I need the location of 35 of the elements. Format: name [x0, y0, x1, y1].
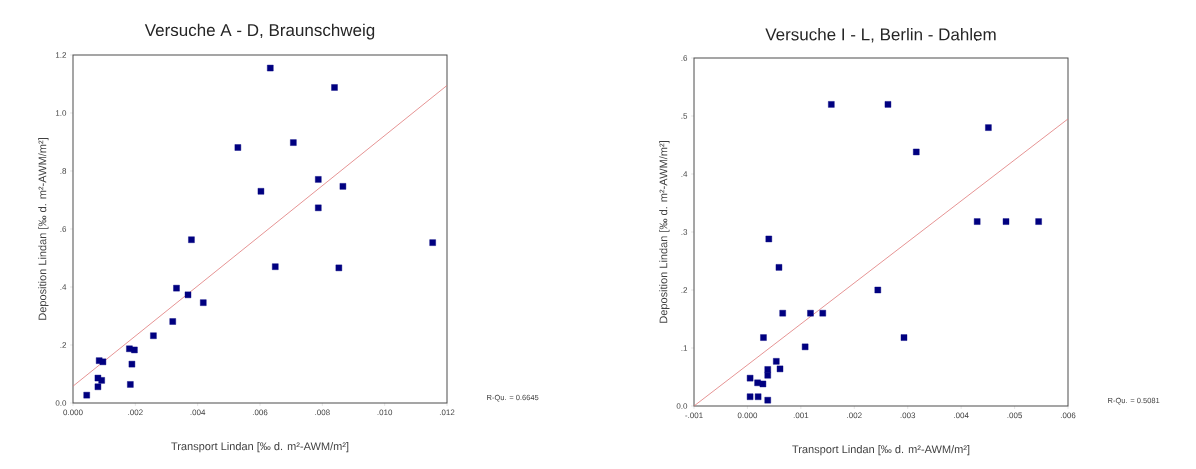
y-tick-label: .4 — [60, 284, 67, 290]
y-tick-label: 1.2 — [55, 52, 67, 58]
chart-title: Versuche I - L, Berlin - Dahlem — [765, 27, 996, 43]
x-tick-label: 0.000 — [737, 412, 758, 419]
x-tick-label: .004 — [190, 409, 206, 416]
x-tick-label: .012 — [439, 409, 455, 416]
y-tick-label: 0.0 — [676, 403, 688, 409]
y-tick-label: .4 — [681, 171, 688, 177]
y-tick-label: .6 — [60, 226, 67, 232]
y-tick-label: 0.0 — [55, 400, 67, 406]
x-tick-label: .004 — [954, 412, 969, 419]
x-tick-label: .002 — [847, 412, 862, 419]
x-tick-label: .001 — [793, 412, 809, 419]
x-tick-label: .008 — [315, 409, 330, 416]
y-tick-label: .5 — [681, 113, 688, 119]
x-tick-label: .010 — [377, 409, 393, 416]
x-tick-label: .006 — [1060, 412, 1076, 419]
y-tick-label: .2 — [681, 287, 688, 293]
x-tick-label: 0.000 — [63, 409, 83, 416]
y-tick-label: .1 — [681, 345, 688, 351]
y-tick-label: 1.0 — [55, 110, 67, 116]
x-axis-title: Transport Lindan [‰ d. m²-AWM/m²] — [171, 442, 349, 453]
x-tick-label: .003 — [900, 412, 916, 419]
y-tick-label: .6 — [681, 55, 688, 61]
chart-title: Versuche A - D, Braunschweig — [144, 23, 375, 40]
x-tick-label: .002 — [128, 409, 143, 416]
x-tick-label: -.001 — [685, 412, 703, 419]
y-axis-title: Deposition Lindan [‰ d. m²-AWM/m²] — [659, 141, 670, 323]
x-tick-label: .006 — [252, 409, 268, 416]
y-tick-label: .3 — [681, 229, 688, 235]
x-tick-label: .005 — [1007, 412, 1023, 419]
y-axis-title: Deposition Lindan [‰ d. m²-AWM/m²] — [38, 138, 49, 320]
x-axis-title: Transport Lindan [‰ d. m²-AWM/m²] — [792, 445, 970, 456]
y-tick-label: .8 — [60, 168, 67, 174]
y-tick-label: .2 — [60, 342, 67, 348]
